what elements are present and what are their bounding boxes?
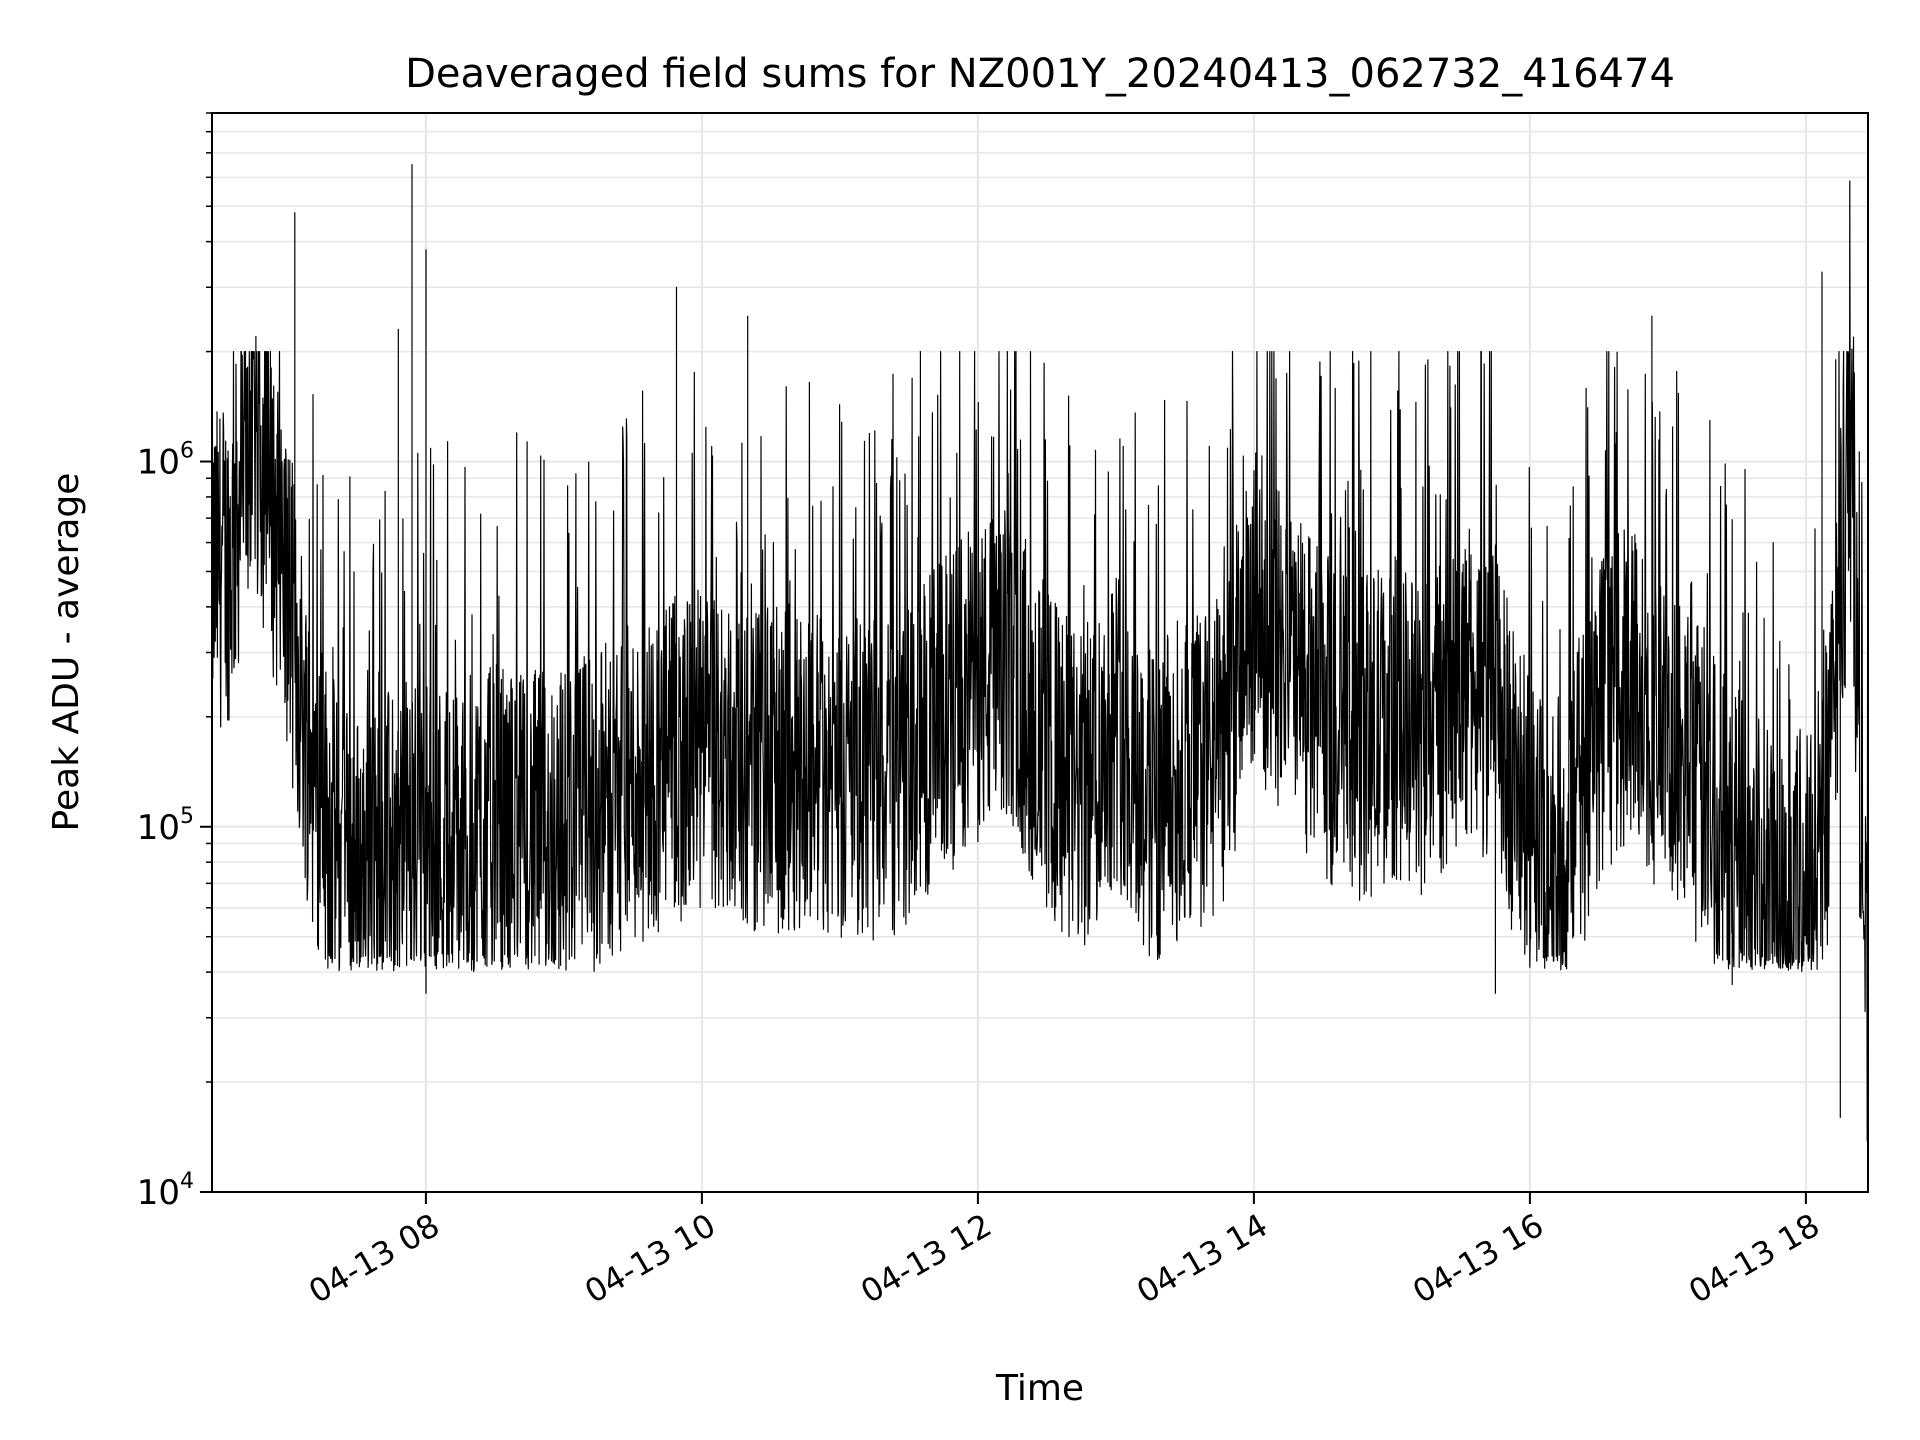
y-tick-label: 106	[137, 439, 194, 483]
y-tick-label: 105	[137, 804, 194, 848]
chart-title: Deaveraged field sums for NZ001Y_2024041…	[405, 51, 1675, 97]
series-group	[211, 164, 1869, 1142]
series-line	[211, 164, 1869, 1142]
x-axis-label: Time	[995, 1368, 1084, 1409]
y-ticks: 104 105 106	[137, 112, 212, 1213]
y-axis-label: Peak ADU - average	[46, 473, 87, 832]
y-tick-label: 104	[137, 1169, 194, 1213]
